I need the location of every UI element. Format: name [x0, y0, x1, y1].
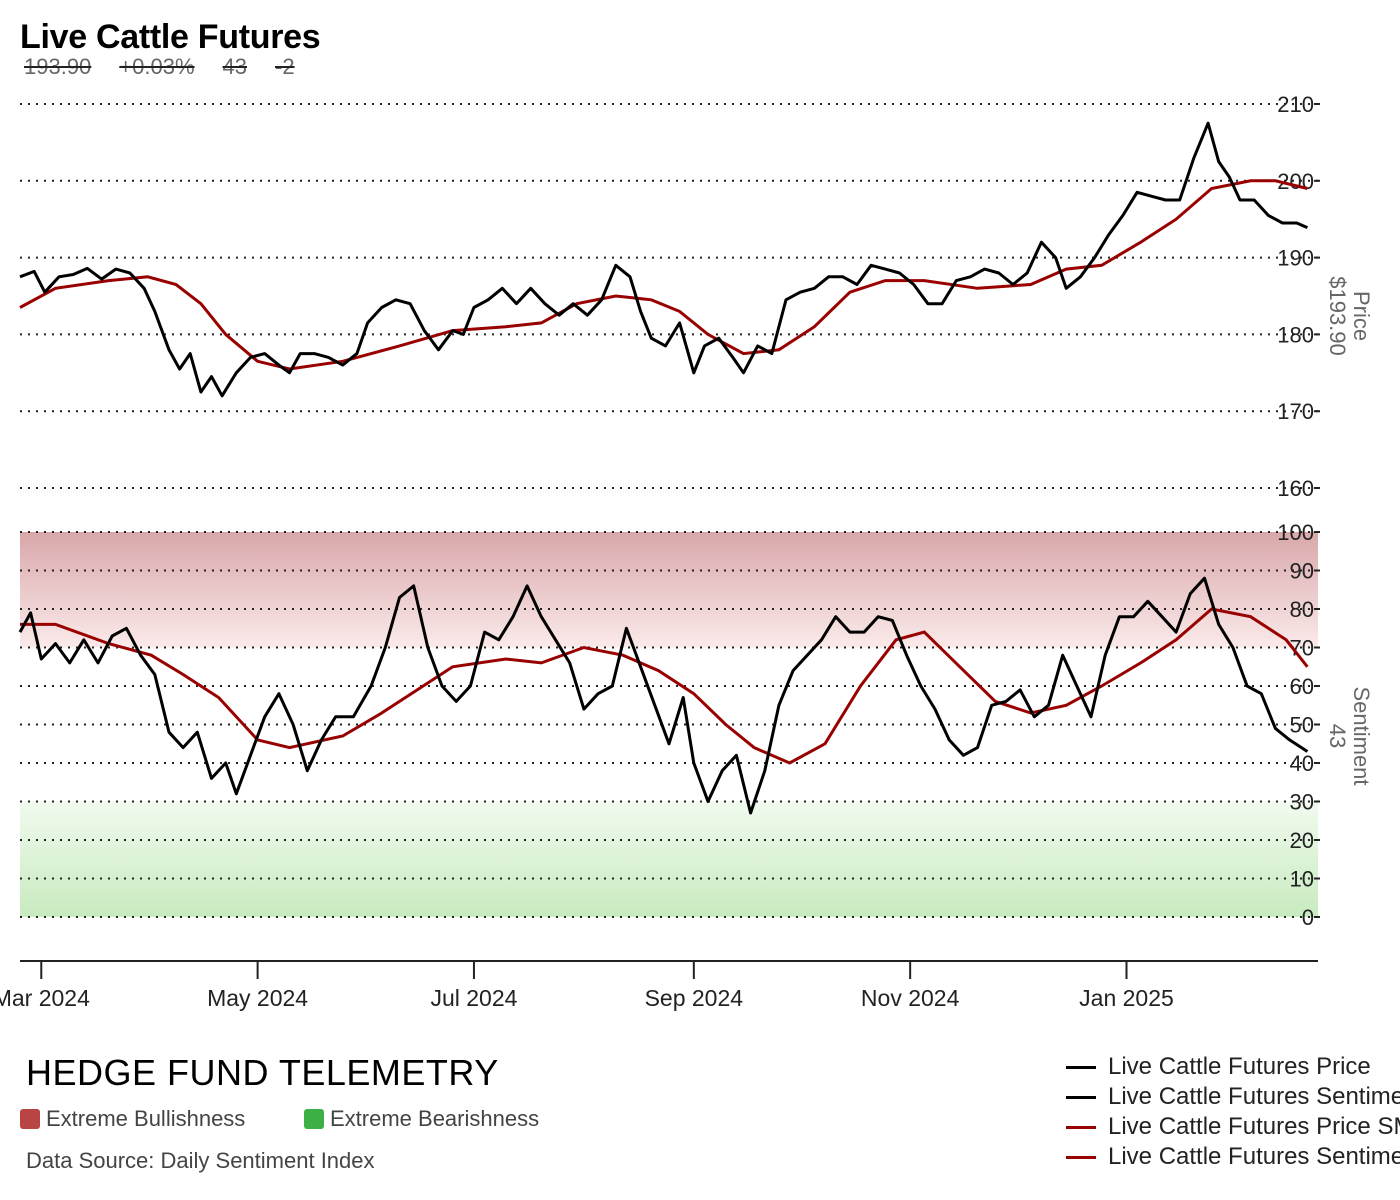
header-stats: 193.90 +0.03% 43 -2: [24, 54, 323, 80]
header-price: 193.90: [24, 54, 92, 79]
price-sma-line: [19, 179, 1308, 371]
sentiment-tick-label: 60: [1290, 674, 1314, 699]
price-tick-label: 210: [1277, 92, 1314, 117]
sentiment-tick-label: 0: [1302, 905, 1314, 930]
sentiment-tick-label: 90: [1290, 559, 1314, 584]
bearish-swatch: [304, 1109, 324, 1129]
bullish-label: Extreme Bullishness: [46, 1106, 246, 1131]
x-tick-label: May 2024: [207, 985, 308, 1011]
data-source: Data Source: Daily Sentiment Index: [26, 1148, 375, 1173]
legend-label: Live Cattle Futures Price: [1108, 1053, 1371, 1080]
brand-name: HEDGE FUND TELEMETRY: [26, 1052, 499, 1093]
price-axis-title: Price: [1349, 290, 1374, 342]
sentiment-sma-line: [20, 607, 1309, 765]
sentiment-tick-label: 100: [1277, 520, 1314, 545]
key-extreme-bullish: Extreme Bullishness: [20, 1106, 245, 1132]
chart-title: Live Cattle Futures: [20, 18, 321, 56]
x-axis: Mar 2024 May 2024 Jul 2024 Sep 2024 Nov 2024…: [0, 960, 1318, 1011]
sentiment-tick-label: 50: [1290, 713, 1314, 738]
x-tick-label: Jul 2024: [430, 985, 517, 1011]
sentiment-tick-label: 30: [1290, 790, 1314, 815]
legend-line-icon: [1066, 1125, 1096, 1129]
sentiment-line: [18, 576, 1309, 815]
bearish-label: Extreme Bearishness: [330, 1106, 540, 1131]
gridlines: [20, 103, 1320, 918]
price-tick-label: 190: [1277, 246, 1314, 271]
x-tick-label: Jan 2025: [1079, 985, 1174, 1011]
price-tick-label: 170: [1277, 399, 1314, 424]
price-tick-label: 160: [1277, 476, 1314, 501]
legend-item-sentiment-sma[interactable]: Live Cattle Futures Sentiment SMA: [1066, 1142, 1400, 1172]
extreme-bearish-zone: [20, 801, 1318, 917]
header-sentiment: 43: [222, 54, 248, 79]
sentiment-tick-label: 20: [1290, 828, 1314, 853]
legend-item-price-sma[interactable]: Live Cattle Futures Price SMA: [1066, 1112, 1400, 1142]
legend-line-icon: [1066, 1155, 1096, 1159]
legend-line-icon: [1066, 1095, 1096, 1099]
legend-label: Live Cattle Futures Price SMA: [1108, 1113, 1400, 1140]
legend-line-icon: [1066, 1065, 1096, 1069]
price-axis-label: Price $193.90: [1325, 261, 1374, 371]
x-tick-label: Nov 2024: [861, 985, 960, 1011]
legend-item-sentiment[interactable]: Live Cattle Futures Sentiment: [1066, 1082, 1400, 1112]
sentiment-tick-label: 80: [1290, 597, 1314, 622]
price-line: [19, 121, 1308, 398]
legend-label: Live Cattle Futures Sentiment: [1108, 1083, 1400, 1110]
bullish-swatch: [20, 1109, 40, 1129]
key-extreme-bearish: Extreme Bearishness: [304, 1106, 539, 1132]
header-change-pct: +0.03%: [119, 54, 195, 79]
sentiment-axis-title: Sentiment: [1349, 686, 1374, 786]
extreme-bullish-zone: [20, 532, 1318, 648]
sentiment-tick-label: 10: [1290, 867, 1314, 892]
price-axis-value: $193.90: [1325, 276, 1350, 356]
sentiment-tick-label: 40: [1290, 751, 1314, 776]
x-tick-label: Sep 2024: [645, 985, 744, 1011]
price-tick-label: 180: [1277, 322, 1314, 347]
legend-item-price[interactable]: Live Cattle Futures Price: [1066, 1052, 1400, 1082]
legend: Live Cattle Futures Price Live Cattle Fu…: [1066, 1052, 1400, 1172]
legend-label: Live Cattle Futures Sentiment SMA: [1108, 1143, 1400, 1170]
x-tick-label: Mar 2024: [0, 985, 90, 1011]
sentiment-axis-value: 43: [1325, 723, 1350, 749]
sentiment-axis-label: Sentiment 43: [1325, 681, 1374, 791]
header-sentiment-change: -2: [275, 54, 295, 79]
